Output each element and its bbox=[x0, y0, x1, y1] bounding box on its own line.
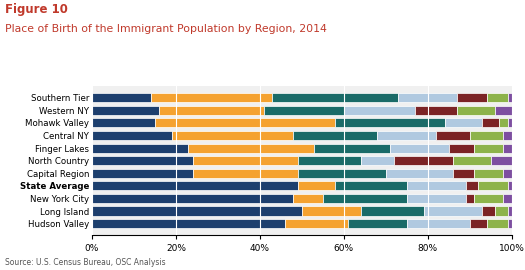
Bar bbox=[466, 194, 474, 203]
Bar bbox=[92, 156, 193, 165]
Bar bbox=[407, 181, 466, 190]
Bar bbox=[92, 169, 193, 178]
Bar bbox=[92, 181, 298, 190]
Bar bbox=[436, 131, 470, 140]
Bar bbox=[92, 207, 302, 215]
Bar bbox=[272, 93, 398, 102]
Bar bbox=[298, 169, 386, 178]
Bar bbox=[503, 194, 512, 203]
Bar bbox=[415, 106, 457, 115]
Bar bbox=[377, 131, 436, 140]
Bar bbox=[298, 156, 361, 165]
Bar bbox=[503, 131, 512, 140]
Bar bbox=[474, 194, 503, 203]
Bar bbox=[487, 219, 508, 228]
Text: Source: U.S. Census Bureau, OSC Analysis: Source: U.S. Census Bureau, OSC Analysis bbox=[5, 258, 166, 267]
Bar bbox=[159, 106, 264, 115]
Bar bbox=[499, 118, 508, 127]
Bar bbox=[508, 93, 512, 102]
Bar bbox=[293, 194, 323, 203]
Bar bbox=[482, 118, 499, 127]
Bar bbox=[478, 181, 508, 190]
Bar bbox=[508, 118, 512, 127]
Text: Place of Birth of the Immigrant Population by Region, 2014: Place of Birth of the Immigrant Populati… bbox=[5, 24, 327, 34]
Bar bbox=[445, 118, 482, 127]
Bar bbox=[335, 118, 445, 127]
Bar bbox=[92, 194, 293, 203]
Bar bbox=[302, 207, 361, 215]
Bar bbox=[155, 118, 335, 127]
Bar bbox=[453, 156, 491, 165]
Bar bbox=[470, 219, 487, 228]
Bar bbox=[285, 219, 348, 228]
Bar bbox=[193, 156, 298, 165]
Bar bbox=[172, 131, 293, 140]
Bar bbox=[466, 181, 478, 190]
Bar bbox=[470, 131, 503, 140]
Bar bbox=[92, 131, 172, 140]
Bar bbox=[314, 144, 390, 153]
Bar bbox=[482, 207, 495, 215]
Bar bbox=[487, 93, 508, 102]
Bar bbox=[390, 144, 449, 153]
Text: Figure 10: Figure 10 bbox=[5, 3, 68, 16]
Bar bbox=[453, 169, 474, 178]
Bar bbox=[361, 207, 424, 215]
Bar bbox=[508, 207, 512, 215]
Bar bbox=[503, 169, 512, 178]
Bar bbox=[407, 194, 466, 203]
Bar bbox=[474, 144, 503, 153]
Bar bbox=[424, 207, 482, 215]
Bar bbox=[298, 181, 335, 190]
Bar bbox=[348, 219, 407, 228]
Bar bbox=[398, 93, 457, 102]
Bar bbox=[335, 181, 407, 190]
Bar bbox=[508, 181, 512, 190]
Bar bbox=[503, 144, 512, 153]
Bar bbox=[92, 106, 159, 115]
Bar bbox=[344, 106, 415, 115]
Bar bbox=[92, 118, 155, 127]
Bar bbox=[92, 144, 188, 153]
Bar bbox=[508, 219, 512, 228]
Bar bbox=[293, 131, 377, 140]
Bar bbox=[495, 207, 508, 215]
Bar bbox=[474, 169, 503, 178]
Bar bbox=[92, 219, 285, 228]
Bar bbox=[457, 106, 495, 115]
Bar bbox=[407, 219, 470, 228]
Bar bbox=[151, 93, 272, 102]
Bar bbox=[491, 156, 512, 165]
Bar bbox=[386, 169, 453, 178]
Bar bbox=[92, 93, 151, 102]
Bar bbox=[361, 156, 394, 165]
Bar bbox=[188, 144, 314, 153]
Bar bbox=[394, 156, 453, 165]
Bar bbox=[449, 144, 474, 153]
Bar bbox=[193, 169, 298, 178]
Bar bbox=[264, 106, 344, 115]
Bar bbox=[457, 93, 487, 102]
Bar bbox=[323, 194, 407, 203]
Bar bbox=[495, 106, 512, 115]
